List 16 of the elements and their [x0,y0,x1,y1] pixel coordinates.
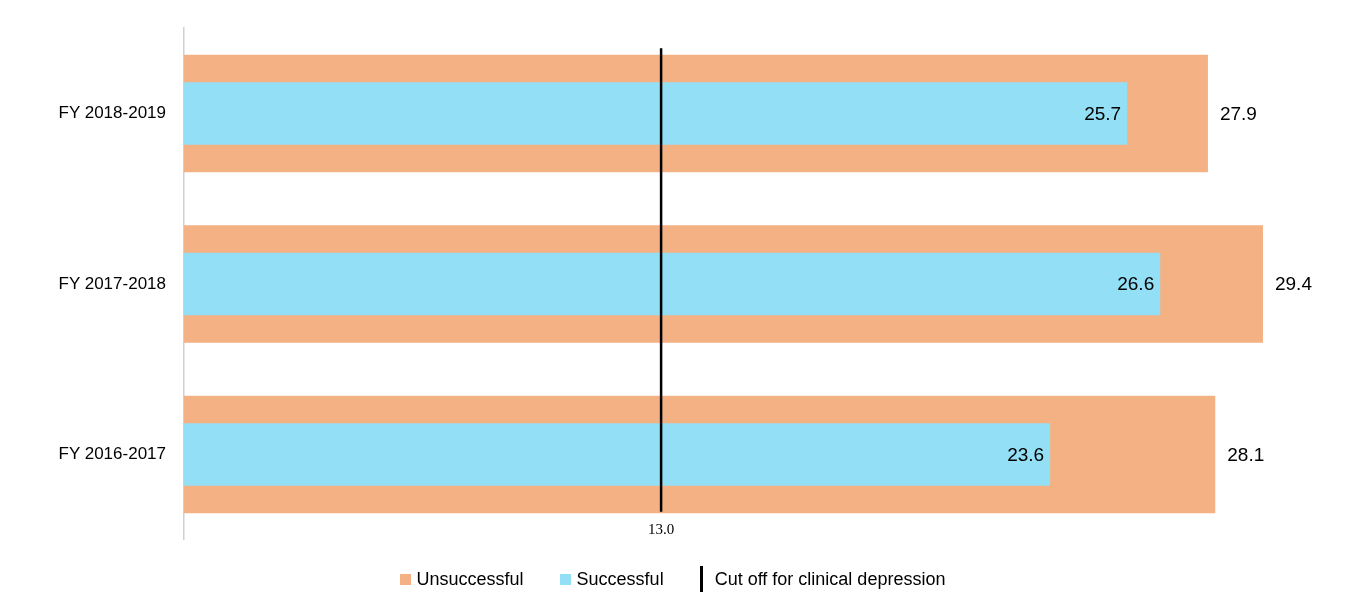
data-label: 27.9 [1219,102,1257,124]
data-label: 25.7 [1084,102,1122,124]
data-label: 23.6 [1007,443,1045,465]
data-label: 28.1 [1227,443,1265,465]
bar [184,82,1128,145]
legend-label: Successful [576,568,664,590]
bar [184,423,1051,486]
annotation: 13.0 [647,520,675,537]
y-tick-label: FY 2016-2017 [58,444,166,464]
data-label: 26.6 [1117,273,1155,295]
bar [184,252,1161,316]
y-tick-label: FY 2018-2019 [58,103,166,123]
legend-label: Cut off for clinical depression [714,568,946,590]
data-label: 29.4 [1274,273,1313,295]
legend-label: Unsuccessful [416,568,524,590]
y-tick-label: FY 2017-2018 [58,273,166,293]
